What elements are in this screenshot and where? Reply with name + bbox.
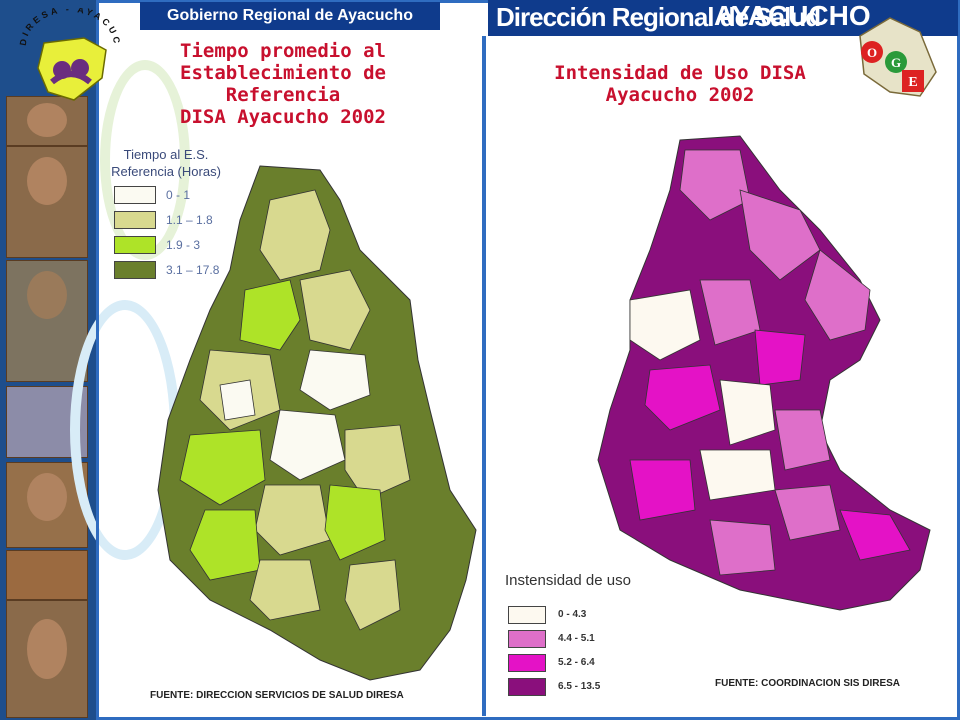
left-map-title: Tiempo promedio al Establecimiento de Re… bbox=[180, 40, 386, 128]
legend-swatch bbox=[508, 606, 546, 624]
legend-swatch bbox=[114, 211, 156, 229]
center-divider bbox=[482, 36, 486, 716]
right-map-source: FUENTE: COORDINACION SIS DIRESA bbox=[715, 678, 901, 689]
oge-logo: O G E bbox=[859, 17, 937, 97]
legend-swatch bbox=[114, 186, 156, 204]
left-legend-title: Tiempo al E.S. Referencia (Horas) bbox=[111, 147, 221, 179]
right-legend-title: Instensidad de uso bbox=[505, 572, 631, 589]
left-choropleth-map bbox=[157, 165, 477, 681]
header-gobierno: Gobierno Regional de Ayacucho bbox=[140, 2, 440, 30]
left-map-source: FUENTE: DIRECCION SERVICIOS DE SALUD DIR… bbox=[150, 690, 404, 701]
oge-letter-e: E bbox=[908, 75, 917, 90]
legend-swatch bbox=[114, 236, 156, 254]
oge-letter-g: G bbox=[891, 55, 901, 70]
diresa-logo: DIRESA - AYACUCHO bbox=[14, 8, 119, 101]
legend-swatch bbox=[508, 654, 546, 672]
right-choropleth-map bbox=[597, 135, 931, 611]
photo-elder-woman bbox=[6, 146, 88, 258]
photo-crowd bbox=[6, 260, 88, 382]
header-diresa: Dirección Regional de Salud AYACUCHO bbox=[488, 0, 958, 36]
decor-swoosh bbox=[100, 60, 190, 260]
legend-swatch bbox=[508, 630, 546, 648]
header-region: AYACUCHO bbox=[714, 0, 871, 31]
photo-elder-woman-2 bbox=[6, 600, 88, 718]
photo-people bbox=[6, 96, 88, 146]
oge-letter-o: O bbox=[867, 45, 877, 60]
photo-woman-hat bbox=[6, 550, 88, 600]
right-map-title: Intensidad de Uso DISA Ayacucho 2002 bbox=[554, 62, 806, 106]
header-diresa-title: Dirección Regional de Salud bbox=[496, 2, 821, 32]
legend-swatch bbox=[114, 261, 156, 279]
legend-swatch bbox=[508, 678, 546, 696]
